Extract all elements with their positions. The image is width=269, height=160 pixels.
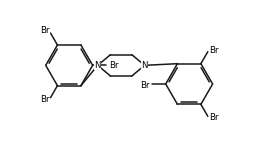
Text: Br: Br <box>40 26 49 35</box>
Text: Br: Br <box>40 95 50 104</box>
Text: Br: Br <box>140 81 150 90</box>
Text: Br: Br <box>209 113 218 122</box>
Text: N: N <box>94 61 101 70</box>
Text: Br: Br <box>210 46 219 55</box>
Text: Br: Br <box>109 61 118 70</box>
Text: N: N <box>141 61 148 70</box>
